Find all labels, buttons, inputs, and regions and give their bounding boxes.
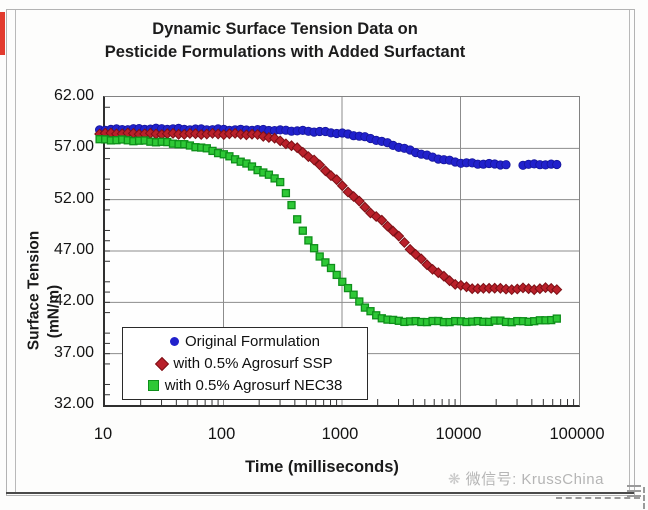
- corner-dash-stack: [627, 485, 641, 497]
- bottom-border-line: [6, 492, 634, 494]
- red-diamond-marker-icon: [155, 356, 170, 371]
- plot-area: Original Formulation with 0.5% Agrosurf …: [94, 96, 580, 407]
- outer-frame: [6, 9, 635, 496]
- y-tick-label: 47.00: [53, 241, 94, 258]
- chart-markers-svg: [94, 97, 579, 405]
- x-tick-label: 10000: [435, 425, 482, 443]
- legend: Original Formulation with 0.5% Agrosurf …: [122, 327, 368, 400]
- inner-frame-left-line: [15, 10, 16, 493]
- legend-item-original-formulation: Original Formulation: [123, 333, 367, 350]
- y-tick-label: 37.00: [53, 343, 94, 361]
- inner-frame-right-line: [629, 10, 630, 493]
- chart-title-line2: Pesticide Formulations with Added Surfac…: [104, 43, 466, 61]
- legend-label: Original Formulation: [184, 333, 321, 350]
- legend-item-agrosurf-nec38: with 0.5% Agrosurf NEC38: [123, 377, 367, 394]
- legend-item-agrosurf-ssp: with 0.5% Agrosurf SSP: [123, 355, 367, 372]
- watermark-text: 微信号: KrussChina: [465, 471, 604, 488]
- y-tick-label: 42.00: [53, 292, 94, 310]
- chart-title: Dynamic Surface Tension Data on Pesticid…: [0, 18, 570, 64]
- corner-dashed-line-horizontal: [556, 497, 640, 499]
- chart-title-line1: Dynamic Surface Tension Data on: [152, 20, 418, 38]
- y-tick-label: 32.00: [53, 395, 94, 412]
- series-with-0-5-agrosurf-nec38: [95, 135, 561, 327]
- y-axis-unit: (mN/m): [45, 284, 63, 339]
- x-tick-label: 1000: [321, 425, 359, 443]
- x-tick-label: 100000: [549, 425, 605, 443]
- legend-label: with 0.5% Agrosurf NEC38: [164, 377, 343, 394]
- blue-circle-marker-icon: [169, 337, 179, 346]
- y-tick-label: 52.00: [53, 189, 94, 207]
- green-square-marker-icon: [147, 380, 159, 391]
- y-tick-label: 57.00: [53, 138, 94, 156]
- series-with-0-5-agrosurf-ssp: [94, 127, 563, 296]
- x-axis-title: Time (milliseconds): [245, 458, 399, 476]
- watermark: ❋ 微信号: KrussChina: [448, 468, 604, 489]
- legend-label: with 0.5% Agrosurf SSP: [173, 355, 333, 372]
- corner-dashed-line-vertical: [643, 487, 645, 509]
- x-tick-label: 10: [93, 425, 113, 443]
- y-tick-label: 62.00: [53, 87, 94, 104]
- red-accent-bar: [0, 12, 5, 55]
- wechat-logo-icon: ❋: [448, 470, 461, 488]
- x-tick-label: 100: [207, 425, 236, 443]
